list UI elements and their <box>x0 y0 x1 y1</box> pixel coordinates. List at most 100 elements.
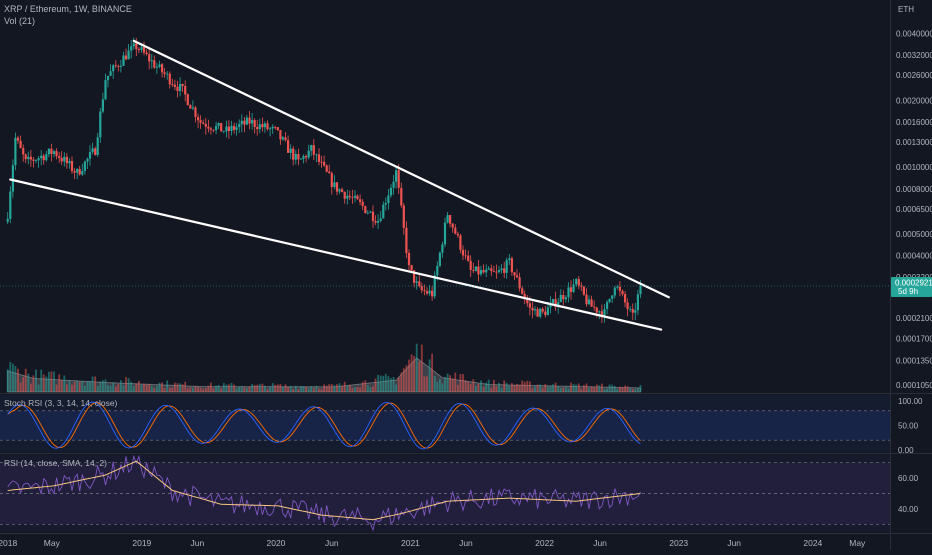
volume-bar <box>143 383 145 392</box>
volume-bar <box>217 385 220 392</box>
volume-bar <box>544 384 547 392</box>
volume-bar <box>534 386 536 392</box>
volume-bar <box>68 379 71 392</box>
volume-bar <box>446 373 449 392</box>
volume-bar <box>184 381 187 392</box>
candle-body <box>212 129 215 131</box>
stoch-tick-label: 100.00 <box>898 397 923 406</box>
volume-bar <box>192 387 194 392</box>
price-tick-label: 0.0002100 <box>896 314 932 323</box>
time-tick-label: Jun <box>325 538 339 548</box>
volume-bar <box>593 387 596 392</box>
candle-body <box>276 127 279 131</box>
volume-bar <box>240 386 243 392</box>
volume-bar <box>168 387 171 392</box>
volume-bar <box>613 386 616 392</box>
candle-body <box>140 47 143 50</box>
candle-body <box>27 156 30 160</box>
volume-bar <box>426 376 428 392</box>
price-tick-label: 0.0032000 <box>896 51 932 60</box>
volume-bar <box>107 385 109 392</box>
volume-bar <box>204 388 207 392</box>
volume-bar <box>320 389 323 392</box>
candle-body <box>469 260 472 270</box>
candle-body <box>227 126 230 131</box>
volume-bar <box>462 374 464 392</box>
volume-bar <box>112 382 115 392</box>
volume-bar <box>179 383 181 392</box>
volume-bar <box>294 385 297 392</box>
volume-bar <box>354 387 356 392</box>
candle-body <box>148 54 151 62</box>
candle-body <box>86 158 89 162</box>
candle-body <box>425 291 429 294</box>
volume-bar <box>402 368 405 392</box>
volume-bar <box>9 362 12 392</box>
candle-body <box>528 303 531 308</box>
candle-body <box>410 265 413 271</box>
candle-body <box>433 275 436 297</box>
candle-body <box>248 117 251 124</box>
volume-bar <box>135 383 138 392</box>
volume-bar <box>40 369 43 392</box>
candle-body <box>413 270 416 283</box>
volume-bar <box>382 375 385 392</box>
stoch-k-line <box>7 401 641 450</box>
time-tick-label: 2022 <box>535 538 554 548</box>
volume-bar <box>554 382 557 392</box>
volume-bar <box>230 383 233 392</box>
candle-body <box>11 165 14 192</box>
candle-body <box>441 244 444 253</box>
volume-bar <box>158 382 161 392</box>
volume-bar <box>45 376 48 392</box>
candle-body <box>47 148 50 155</box>
volume-bar <box>639 385 642 392</box>
rsi-ma-line <box>7 460 641 521</box>
volume-bar <box>292 389 295 392</box>
candle-body <box>343 192 346 199</box>
candle-body <box>626 302 629 310</box>
candle-body <box>101 99 104 112</box>
volume-bar <box>282 386 284 392</box>
volume-bar <box>145 384 148 392</box>
volume-bar <box>140 384 143 392</box>
candle-body <box>503 268 506 273</box>
candle-body <box>299 158 303 160</box>
candle-body <box>402 205 405 228</box>
time-tick-label: Jun <box>593 538 607 548</box>
volume-bar <box>276 384 279 392</box>
volume-bar <box>469 383 472 392</box>
volume-bar <box>366 385 369 392</box>
candle-body <box>389 187 393 196</box>
candle-body <box>261 124 264 128</box>
volume-bar <box>341 386 343 392</box>
candle-body <box>176 86 179 91</box>
volume-bar <box>14 366 17 392</box>
candle-body <box>117 66 120 67</box>
candle-body <box>497 270 501 272</box>
candle-body <box>392 181 395 188</box>
candle-body <box>356 195 359 200</box>
candle-body <box>184 86 187 95</box>
candle-body <box>104 80 107 100</box>
price-tick-label: 0.0001050 <box>896 381 932 390</box>
trendline-lower <box>9 178 663 331</box>
candle-body <box>189 105 192 109</box>
volume-bar <box>580 388 583 392</box>
candle-body <box>16 137 20 141</box>
time-tick-label: 2020 <box>267 538 286 548</box>
volume-bar <box>493 379 495 392</box>
candle-body <box>515 275 519 278</box>
candle-body <box>235 127 238 130</box>
candle-body <box>32 159 35 161</box>
volume-bar <box>199 387 202 392</box>
volume-bar <box>392 377 395 392</box>
volume-bar <box>467 381 470 392</box>
candle-body <box>243 120 246 125</box>
volume-bar <box>485 382 488 392</box>
candle-body <box>575 279 578 285</box>
volume-bar <box>333 385 336 392</box>
candle-body <box>70 161 74 172</box>
